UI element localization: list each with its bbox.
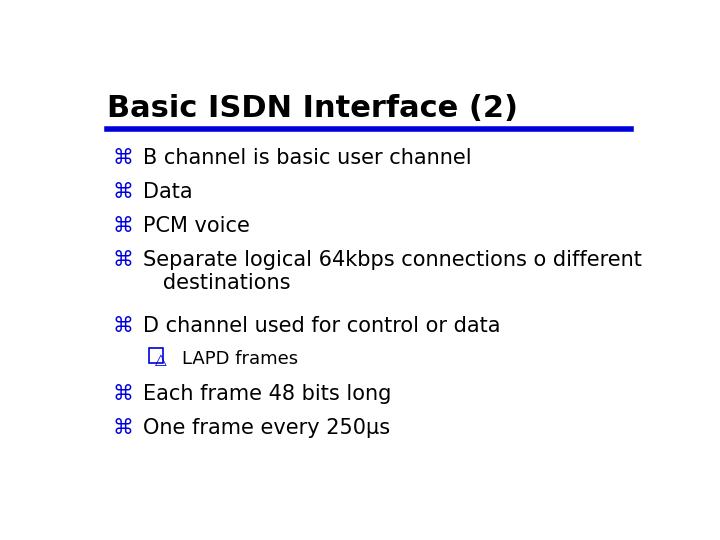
Text: △: △	[156, 352, 167, 367]
Text: ⌘: ⌘	[112, 182, 133, 202]
Text: Separate logical 64kbps connections o different
   destinations: Separate logical 64kbps connections o di…	[143, 250, 642, 293]
Text: One frame every 250μs: One frame every 250μs	[143, 418, 390, 438]
Text: ⌘: ⌘	[112, 250, 133, 270]
Text: ⌘: ⌘	[112, 315, 133, 335]
Text: ⌘: ⌘	[112, 216, 133, 236]
Text: Basic ISDN Interface (2): Basic ISDN Interface (2)	[107, 94, 518, 123]
Text: LAPD frames: LAPD frames	[182, 349, 298, 368]
Text: ⌘: ⌘	[112, 148, 133, 168]
Text: D channel used for control or data: D channel used for control or data	[143, 315, 500, 335]
Text: B channel is basic user channel: B channel is basic user channel	[143, 148, 472, 168]
Text: ⌘: ⌘	[112, 384, 133, 404]
Text: PCM voice: PCM voice	[143, 216, 250, 236]
Text: ⌘: ⌘	[112, 418, 133, 438]
Text: Data: Data	[143, 182, 193, 202]
Text: Each frame 48 bits long: Each frame 48 bits long	[143, 384, 392, 404]
